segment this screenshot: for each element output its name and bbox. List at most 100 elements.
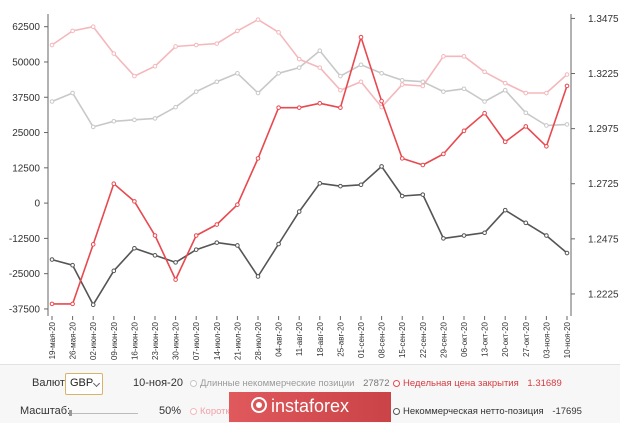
series-point-1 xyxy=(132,73,137,79)
legend-long[interactable]: Длинные некоммерческие позиции 27872 xyxy=(190,378,390,389)
series-point-2 xyxy=(358,34,364,40)
x-tick-label: 23-июн-20 xyxy=(151,321,160,360)
series-point-0 xyxy=(111,118,117,124)
x-tick-label: 14-июл-20 xyxy=(213,321,222,360)
series-point-3 xyxy=(296,209,302,214)
series-line-0 xyxy=(51,49,568,128)
series-point-2 xyxy=(399,156,405,161)
series-point-2 xyxy=(296,105,302,110)
series-point-3 xyxy=(544,233,549,238)
x-tick-label: 04-авг-20 xyxy=(275,321,284,356)
currency-select[interactable]: GBP xyxy=(65,373,103,395)
series-point-0 xyxy=(358,62,364,68)
series-point-1 xyxy=(214,41,220,46)
series-point-2 xyxy=(173,277,178,282)
y-left-tick-label: 0 xyxy=(34,199,40,210)
series-point-0 xyxy=(482,99,487,104)
series-point-2 xyxy=(461,128,467,134)
series-point-1 xyxy=(420,83,426,89)
y-left-tick-label: 50000 xyxy=(12,57,40,68)
series-point-0 xyxy=(461,86,467,92)
legend-short[interactable]: Коротк xyxy=(190,406,230,417)
series-point-3 xyxy=(461,233,467,238)
x-tick-label: 25-авг-20 xyxy=(336,321,345,356)
series-point-2 xyxy=(523,124,529,129)
series-point-0 xyxy=(132,117,137,123)
scale-slider-handle[interactable] xyxy=(69,410,72,416)
x-tick-label: 10-ноя-20 xyxy=(563,321,572,358)
series-point-0 xyxy=(399,78,405,83)
legend-close-label: Недельная цена закрытия xyxy=(403,378,519,389)
y-left-tick-label: 25000 xyxy=(12,128,40,139)
x-tick-label: 01-сен-20 xyxy=(357,321,366,358)
series-point-1 xyxy=(235,28,240,34)
x-tick-label: 19-мая-20 xyxy=(48,321,57,359)
legend-net[interactable]: Некоммерческая нетто-позиция -17695 xyxy=(393,406,582,417)
y-right-tick-label: 1.2725 xyxy=(588,179,619,190)
legend-net-label: Некоммерческая нетто-позиция xyxy=(403,406,544,417)
series-point-0 xyxy=(49,99,55,104)
series-point-3 xyxy=(152,253,158,258)
series-line-1 xyxy=(51,18,568,108)
x-tick-label: 07-июл-20 xyxy=(192,321,201,360)
series-point-1 xyxy=(502,80,508,86)
series-line-3 xyxy=(51,165,568,306)
net-dot-icon xyxy=(393,407,400,415)
series-point-1 xyxy=(399,82,405,87)
series-point-0 xyxy=(235,70,240,76)
chevron-down-icon xyxy=(92,379,101,388)
series-point-2 xyxy=(482,110,487,116)
series-point-2 xyxy=(193,233,199,238)
series-point-0 xyxy=(564,122,570,127)
series-point-3 xyxy=(420,192,426,197)
x-tick-label: 18-авг-20 xyxy=(316,321,325,356)
scale-slider[interactable] xyxy=(69,410,138,416)
date-label: 10-ноя-20 xyxy=(133,377,183,389)
series-point-0 xyxy=(296,65,302,70)
series-point-3 xyxy=(49,257,55,262)
series-point-0 xyxy=(379,70,384,76)
series-point-0 xyxy=(193,89,199,94)
series-point-3 xyxy=(358,182,364,188)
series-point-2 xyxy=(317,100,323,106)
series-point-1 xyxy=(564,72,570,77)
x-tick-label: 27-окт-20 xyxy=(522,321,531,356)
series-line-2 xyxy=(52,36,568,305)
series-point-2 xyxy=(235,202,240,207)
series-point-1 xyxy=(461,54,467,59)
series-point-1 xyxy=(482,69,487,75)
series-point-3 xyxy=(564,250,570,256)
series-point-1 xyxy=(317,65,323,70)
series-point-1 xyxy=(152,63,158,69)
series-point-0 xyxy=(441,89,446,94)
series-point-1 xyxy=(544,90,549,96)
series-point-2 xyxy=(255,156,261,161)
series-point-1 xyxy=(255,17,261,22)
series-point-0 xyxy=(173,104,178,110)
series-point-0 xyxy=(544,123,549,128)
y-left-tick-label: -25000 xyxy=(9,269,41,280)
series-point-3 xyxy=(111,268,117,274)
series-point-2 xyxy=(132,199,137,204)
series-point-2 xyxy=(338,105,343,110)
series-point-0 xyxy=(70,90,75,96)
y-right-tick-label: 1.2225 xyxy=(588,289,619,300)
legend-close[interactable]: Недельная цена закрытия 1.31689 xyxy=(393,378,562,389)
series-point-1 xyxy=(111,51,117,56)
series-point-3 xyxy=(379,164,384,169)
series-point-0 xyxy=(90,124,96,130)
series-point-2 xyxy=(420,162,426,168)
series-point-3 xyxy=(441,236,446,241)
series-point-1 xyxy=(338,87,343,93)
legend-net-value: -17695 xyxy=(552,406,582,417)
y-left-tick-label: 37500 xyxy=(12,93,40,104)
series-point-3 xyxy=(523,220,529,226)
series-point-0 xyxy=(317,48,323,53)
instaforex-banner[interactable]: instaforex xyxy=(229,392,391,422)
series-point-0 xyxy=(255,90,261,96)
x-tick-label: 29-сен-20 xyxy=(439,321,448,358)
scale-value: 50% xyxy=(159,405,182,417)
series-point-2 xyxy=(70,301,75,307)
scale-label: Масштаб: xyxy=(20,405,71,417)
x-tick-label: 15-сен-20 xyxy=(398,321,407,358)
